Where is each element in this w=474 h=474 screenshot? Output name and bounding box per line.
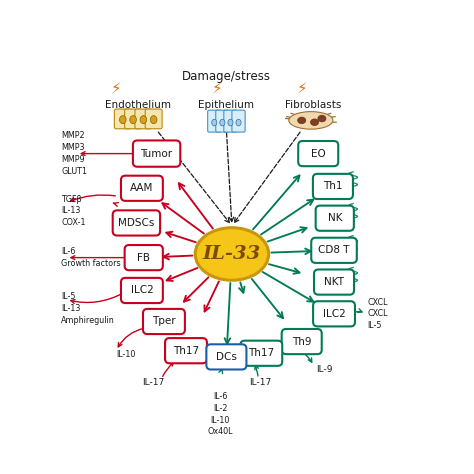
FancyBboxPatch shape	[208, 110, 221, 132]
FancyBboxPatch shape	[125, 109, 142, 129]
Text: DCs: DCs	[216, 352, 237, 362]
Text: ⚡: ⚡	[111, 81, 121, 95]
FancyBboxPatch shape	[313, 174, 353, 199]
Text: NK: NK	[328, 213, 342, 223]
Text: IL-10: IL-10	[116, 350, 136, 359]
Text: EO: EO	[311, 149, 326, 159]
Text: Th9: Th9	[292, 337, 311, 346]
FancyBboxPatch shape	[314, 270, 354, 295]
FancyBboxPatch shape	[133, 140, 180, 167]
Text: MMP2
MMP3
MMP9
GLUT1: MMP2 MMP3 MMP9 GLUT1	[61, 131, 87, 176]
FancyBboxPatch shape	[165, 338, 207, 363]
Text: ⚡: ⚡	[212, 81, 223, 95]
Text: IL-5
IL-13
Amphiregulin: IL-5 IL-13 Amphiregulin	[61, 292, 115, 325]
Text: IL-9: IL-9	[316, 365, 332, 374]
Ellipse shape	[298, 117, 306, 124]
FancyBboxPatch shape	[232, 110, 245, 132]
FancyBboxPatch shape	[125, 245, 163, 270]
FancyBboxPatch shape	[143, 309, 185, 334]
FancyBboxPatch shape	[121, 278, 163, 303]
Text: Damage/stress: Damage/stress	[182, 70, 271, 82]
Text: CD8 T: CD8 T	[318, 246, 350, 255]
Text: FB: FB	[137, 253, 150, 263]
Ellipse shape	[236, 119, 241, 126]
Ellipse shape	[150, 116, 157, 124]
Ellipse shape	[140, 116, 146, 124]
Text: ⚡: ⚡	[296, 81, 307, 95]
Ellipse shape	[228, 119, 233, 126]
Text: MDSCs: MDSCs	[118, 218, 155, 228]
Ellipse shape	[289, 111, 333, 129]
Ellipse shape	[130, 116, 137, 124]
Ellipse shape	[212, 119, 217, 126]
Text: IL-6
IL-2
IL-10
Ox40L: IL-6 IL-2 IL-10 Ox40L	[208, 392, 233, 437]
Ellipse shape	[119, 116, 126, 124]
Text: ILC2: ILC2	[130, 285, 153, 295]
FancyBboxPatch shape	[311, 238, 357, 263]
Ellipse shape	[220, 119, 225, 126]
Text: AAM: AAM	[130, 183, 154, 193]
FancyBboxPatch shape	[313, 301, 355, 327]
Text: ILC2: ILC2	[323, 309, 346, 319]
Text: IL-6
Growth factors: IL-6 Growth factors	[61, 247, 121, 268]
Ellipse shape	[310, 119, 319, 126]
Text: IL-33: IL-33	[203, 245, 261, 263]
FancyBboxPatch shape	[216, 110, 229, 132]
Text: IL-17: IL-17	[142, 378, 164, 387]
Text: Th17: Th17	[173, 346, 199, 356]
FancyBboxPatch shape	[135, 109, 152, 129]
Ellipse shape	[195, 228, 269, 280]
Text: Tumor: Tumor	[140, 149, 173, 159]
Text: Th17: Th17	[248, 348, 274, 358]
FancyBboxPatch shape	[114, 109, 131, 129]
FancyBboxPatch shape	[282, 329, 322, 354]
Text: Endothelium: Endothelium	[105, 100, 171, 110]
FancyBboxPatch shape	[121, 176, 163, 201]
FancyBboxPatch shape	[145, 109, 162, 129]
Text: Epithelium: Epithelium	[199, 100, 255, 110]
Text: IL-17: IL-17	[249, 378, 272, 387]
Text: Fibroblasts: Fibroblasts	[284, 100, 341, 110]
Ellipse shape	[318, 115, 326, 122]
Text: Th1: Th1	[323, 182, 343, 191]
FancyBboxPatch shape	[224, 110, 237, 132]
FancyBboxPatch shape	[316, 206, 354, 231]
Text: Tper: Tper	[152, 317, 176, 327]
Text: CXCL
CXCL
IL-5: CXCL CXCL IL-5	[367, 298, 388, 330]
Text: NKT: NKT	[324, 277, 344, 287]
FancyBboxPatch shape	[298, 141, 338, 166]
FancyBboxPatch shape	[206, 344, 246, 370]
FancyBboxPatch shape	[240, 341, 282, 366]
FancyBboxPatch shape	[113, 210, 160, 236]
Text: TGFβ
IL-13
COX-1: TGFβ IL-13 COX-1	[61, 195, 86, 227]
